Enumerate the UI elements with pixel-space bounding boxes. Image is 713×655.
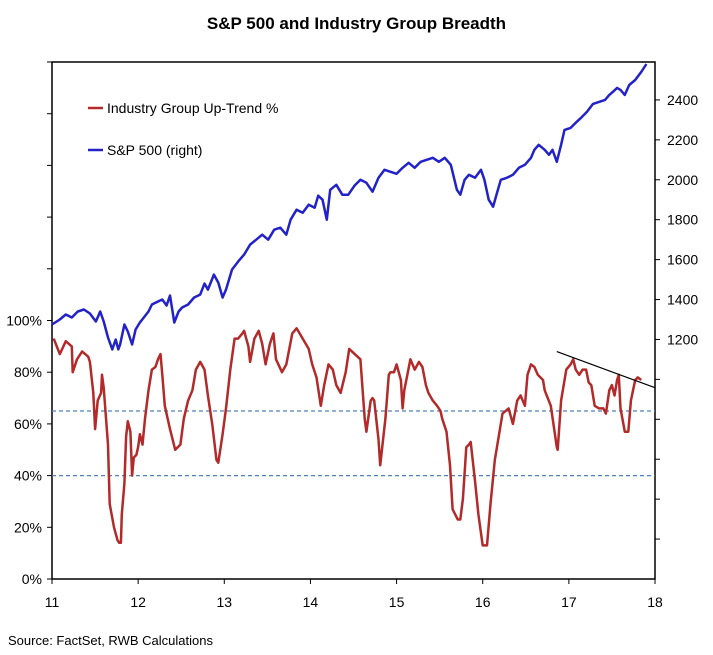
source-note: Source: FactSet, RWB Calculations [8, 633, 213, 648]
x-axis-tick-label: 16 [475, 594, 491, 610]
series-line-industry-group-uptrend [52, 327, 642, 547]
x-axis-tick-label: 18 [647, 594, 663, 610]
left-axis-tick-label: 60% [14, 416, 42, 432]
right-axis-tick-label: 2200 [667, 132, 698, 148]
x-axis-tick-label: 14 [303, 594, 319, 610]
right-axis-tick-label: 2400 [667, 92, 698, 108]
left-axis-tick-label: 100% [6, 313, 42, 329]
left-axis-tick-label: 0% [22, 571, 42, 587]
x-axis-tick-label: 12 [130, 594, 146, 610]
left-axis-tick-label: 40% [14, 468, 42, 484]
right-axis-tick-label: 2000 [667, 172, 698, 188]
right-axis-tick-label: 1800 [667, 212, 698, 228]
legend-label: Industry Group Up-Trend % [107, 100, 278, 116]
x-axis-tick-label: 15 [389, 594, 405, 610]
left-axis-tick-label: 80% [14, 364, 42, 380]
right-axis-tick-label: 1200 [667, 331, 698, 347]
left-axis-tick-label: 20% [14, 519, 42, 535]
x-axis-tick-label: 17 [561, 594, 577, 610]
x-axis-tick-label: 13 [216, 594, 232, 610]
right-axis-tick-label: 1400 [667, 292, 698, 308]
legend-label: S&P 500 (right) [107, 142, 202, 158]
chart-title: S&P 500 and Industry Group Breadth [206, 14, 507, 33]
right-axis-tick-label: 1600 [667, 252, 698, 268]
x-axis-tick-label: 11 [45, 594, 60, 610]
series-line-sp500 [51, 63, 648, 351]
trendline [556, 350, 656, 389]
